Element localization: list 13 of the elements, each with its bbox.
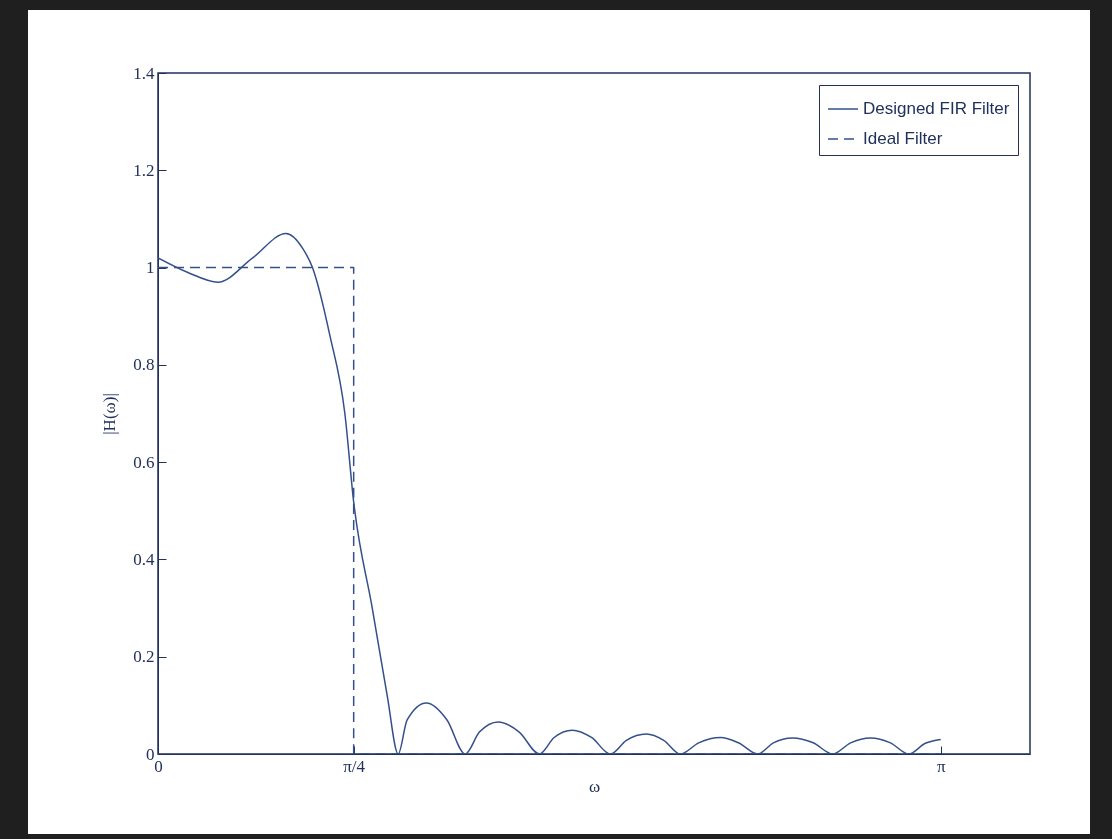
x-tick-label: π/4 <box>343 756 366 776</box>
x-tick-label: π <box>936 756 946 776</box>
y-tick-label: 0.8 <box>133 355 155 375</box>
y-tick-label: 1 <box>146 258 155 278</box>
y-tick-label: 1.2 <box>133 160 155 180</box>
y-tick-label: 0.6 <box>133 452 155 472</box>
y-tick-label: 1.4 <box>133 63 155 83</box>
y-tick-label: 0.2 <box>133 647 155 667</box>
legend-label: Designed FIR Filter <box>863 99 1010 118</box>
y-tick-label: 0.4 <box>133 549 155 569</box>
x-axis-title: ω <box>588 776 601 796</box>
y-axis-title: |H(ω)| <box>100 393 120 435</box>
legend-label: Ideal Filter <box>863 129 943 148</box>
